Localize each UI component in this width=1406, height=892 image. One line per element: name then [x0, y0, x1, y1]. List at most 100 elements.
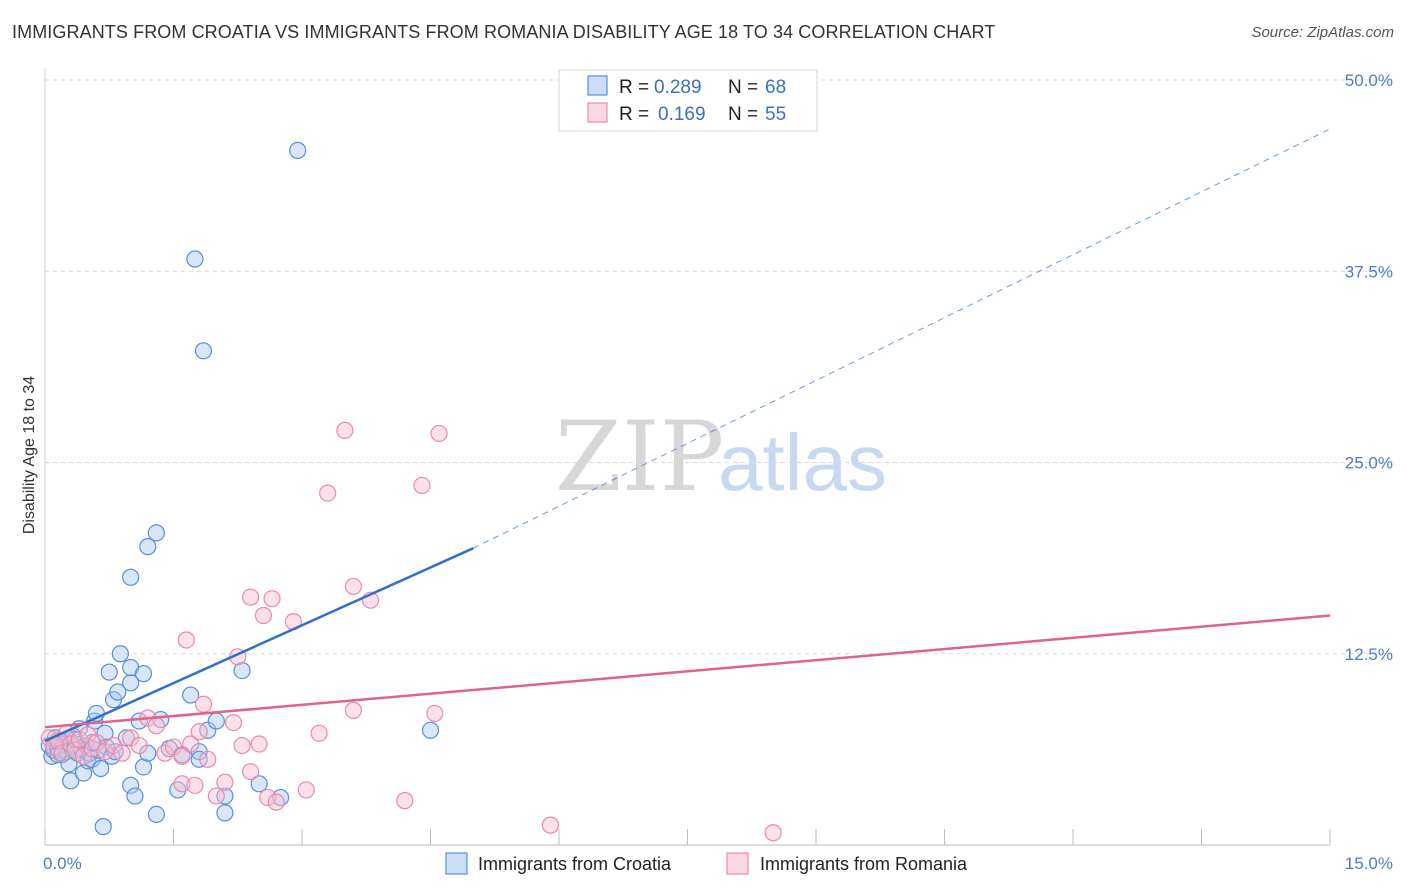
x-tick-label: 0.0% — [43, 854, 82, 873]
romania-point — [267, 793, 285, 811]
romania-point — [319, 484, 337, 502]
romania-point — [190, 723, 208, 741]
romania-point — [242, 762, 260, 781]
romania-point — [259, 788, 277, 807]
watermark-zip: ZIP — [555, 401, 724, 513]
croatia-point — [182, 686, 200, 704]
source-label: Source: ZipAtlas.com — [1251, 24, 1394, 41]
trend-lines — [44, 128, 1331, 743]
legend-swatch-croatia — [587, 75, 608, 96]
romania-point — [130, 736, 148, 755]
data-points — [40, 141, 782, 842]
croatia-point — [111, 645, 129, 663]
romania-point — [413, 476, 431, 495]
watermark: ZIP atlas — [555, 401, 887, 513]
bottom-legend-croatia: Immigrants from Croatia — [478, 854, 672, 874]
bottom-legend-romania: Immigrants from Romania — [760, 854, 968, 874]
romania-point — [87, 733, 106, 752]
croatia-trend-line — [44, 547, 474, 743]
croatia-point — [250, 775, 268, 793]
romania-point — [164, 738, 183, 756]
croatia-trend-extension — [473, 128, 1331, 549]
croatia-point — [139, 538, 157, 556]
romania-point — [250, 735, 268, 753]
romania-point — [344, 701, 362, 719]
romania-point — [207, 787, 225, 805]
chart-title: IMMIGRANTS FROM CROATIA VS IMMIGRANTS FR… — [12, 22, 996, 42]
bottom-legend-swatch-romania — [726, 852, 749, 875]
legend-romania-r-label: R = — [619, 104, 649, 125]
croatia-point — [134, 665, 153, 683]
legend-croatia-r-value: 0.289 — [654, 77, 702, 98]
romania-point — [182, 735, 200, 753]
croatia-point — [92, 759, 110, 778]
romania-point — [224, 713, 243, 732]
romania-point — [344, 577, 362, 596]
romania-point — [242, 588, 260, 606]
romania-point — [156, 744, 174, 762]
legend-romania-r-value: 0.169 — [658, 104, 706, 125]
legend-romania-n-label: N = — [728, 104, 758, 125]
croatia-point — [62, 772, 80, 790]
croatia-point — [207, 712, 225, 730]
croatia-point — [94, 818, 112, 836]
romania-point — [66, 741, 84, 759]
grid-lines — [45, 79, 1392, 655]
croatia-point — [122, 674, 140, 692]
romania-point — [194, 695, 213, 713]
romania-point — [254, 606, 273, 625]
legend-romania-n-value: 55 — [765, 104, 786, 125]
romania-point — [70, 730, 88, 749]
x-tick-labels: 0.0% 15.0% — [43, 854, 1393, 873]
croatia-point — [109, 683, 127, 701]
y-tick-label: 50.0% — [1345, 71, 1393, 90]
croatia-point — [122, 776, 140, 794]
romania-trend-line — [44, 614, 1331, 729]
bottom-legend: Immigrants from Croatia Immigrants from … — [445, 852, 968, 875]
legend-swatch-romania — [587, 102, 608, 123]
axes — [44, 68, 1331, 846]
romania-point — [263, 590, 281, 608]
romania-point — [199, 750, 217, 768]
croatia-point — [100, 663, 118, 681]
croatia-point — [126, 787, 144, 805]
croatia-point — [147, 524, 165, 542]
romania-point — [186, 776, 204, 794]
y-axis-label: Disability Age 18 to 34 — [21, 376, 38, 534]
romania-point — [297, 781, 315, 799]
romania-point — [426, 704, 444, 723]
romania-point — [336, 421, 354, 439]
croatia-point — [233, 661, 251, 680]
croatia-point — [289, 141, 307, 159]
croatia-point — [421, 721, 440, 739]
croatia-point — [134, 758, 153, 776]
croatia-point — [96, 724, 114, 742]
romania-point — [396, 792, 414, 810]
y-tick-label: 12.5% — [1345, 645, 1393, 664]
legend-croatia-n-label: N = — [728, 77, 758, 98]
y-tick-label: 37.5% — [1345, 262, 1393, 281]
y-tick-labels: 12.5% 25.0% 37.5% 50.0% — [1345, 71, 1393, 664]
romania-point — [541, 816, 560, 834]
y-tick-label: 25.0% — [1345, 454, 1393, 473]
x-tick-label: 15.0% — [1345, 854, 1393, 873]
croatia-point — [147, 805, 165, 824]
romania-point — [113, 744, 131, 762]
romania-point — [177, 631, 195, 649]
croatia-point — [122, 568, 140, 586]
romania-point — [173, 775, 191, 793]
croatia-point — [199, 721, 217, 739]
watermark-atlas: atlas — [718, 418, 887, 507]
legend: R = 0.289 N = 68 R = 0.169 N = 55 — [558, 69, 818, 132]
croatia-point — [194, 342, 213, 360]
croatia-point — [186, 250, 204, 268]
romania-point — [53, 744, 71, 762]
romania-point — [233, 736, 251, 755]
bottom-legend-swatch-croatia — [445, 852, 468, 875]
romania-point — [216, 773, 234, 791]
romania-point — [173, 747, 191, 765]
romania-point — [96, 743, 114, 761]
romania-point — [764, 824, 782, 842]
legend-croatia-r-label: R = — [619, 77, 649, 98]
